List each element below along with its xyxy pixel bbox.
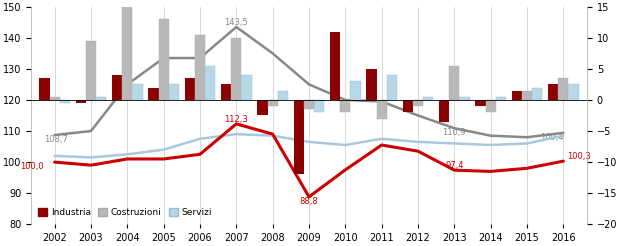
- Text: 100,3: 100,3: [567, 152, 591, 161]
- Bar: [50, 97, 60, 100]
- Bar: [304, 100, 314, 109]
- Bar: [195, 35, 205, 100]
- Bar: [60, 100, 70, 103]
- Bar: [376, 100, 387, 119]
- Bar: [350, 81, 361, 100]
- Legend: Industria, Costruzioni, Servizi: Industria, Costruzioni, Servizi: [35, 205, 215, 220]
- Bar: [423, 97, 433, 100]
- Bar: [522, 91, 532, 100]
- Bar: [558, 78, 569, 100]
- Bar: [330, 32, 340, 100]
- Bar: [512, 91, 522, 100]
- Text: 97,4: 97,4: [445, 161, 464, 170]
- Bar: [340, 100, 350, 112]
- Bar: [76, 100, 86, 103]
- Text: 143,5: 143,5: [224, 18, 248, 27]
- Bar: [185, 78, 195, 100]
- Bar: [548, 84, 558, 100]
- Bar: [159, 19, 169, 100]
- Bar: [148, 88, 159, 100]
- Text: 100,0: 100,0: [20, 162, 44, 171]
- Bar: [403, 100, 413, 112]
- Bar: [496, 97, 506, 100]
- Bar: [133, 84, 143, 100]
- Bar: [39, 78, 50, 100]
- Bar: [413, 100, 423, 106]
- Bar: [278, 91, 288, 100]
- Bar: [366, 69, 376, 100]
- Text: 110,9: 110,9: [443, 128, 466, 137]
- Text: 88,8: 88,8: [299, 197, 319, 206]
- Bar: [241, 75, 252, 100]
- Bar: [450, 66, 459, 100]
- Bar: [294, 100, 304, 174]
- Bar: [169, 84, 179, 100]
- Bar: [268, 100, 278, 106]
- Bar: [122, 0, 133, 100]
- Bar: [314, 100, 324, 112]
- Bar: [221, 84, 231, 100]
- Bar: [231, 38, 241, 100]
- Bar: [205, 66, 215, 100]
- Bar: [86, 41, 96, 100]
- Bar: [569, 84, 578, 100]
- Bar: [459, 97, 469, 100]
- Bar: [476, 100, 485, 106]
- Bar: [439, 100, 450, 122]
- Text: 108,7: 108,7: [44, 135, 68, 144]
- Bar: [112, 75, 122, 100]
- Text: 109,4: 109,4: [540, 133, 564, 142]
- Bar: [257, 100, 268, 115]
- Bar: [532, 88, 542, 100]
- Bar: [485, 100, 496, 112]
- Text: 112,3: 112,3: [224, 115, 248, 124]
- Bar: [96, 97, 106, 100]
- Bar: [387, 75, 397, 100]
